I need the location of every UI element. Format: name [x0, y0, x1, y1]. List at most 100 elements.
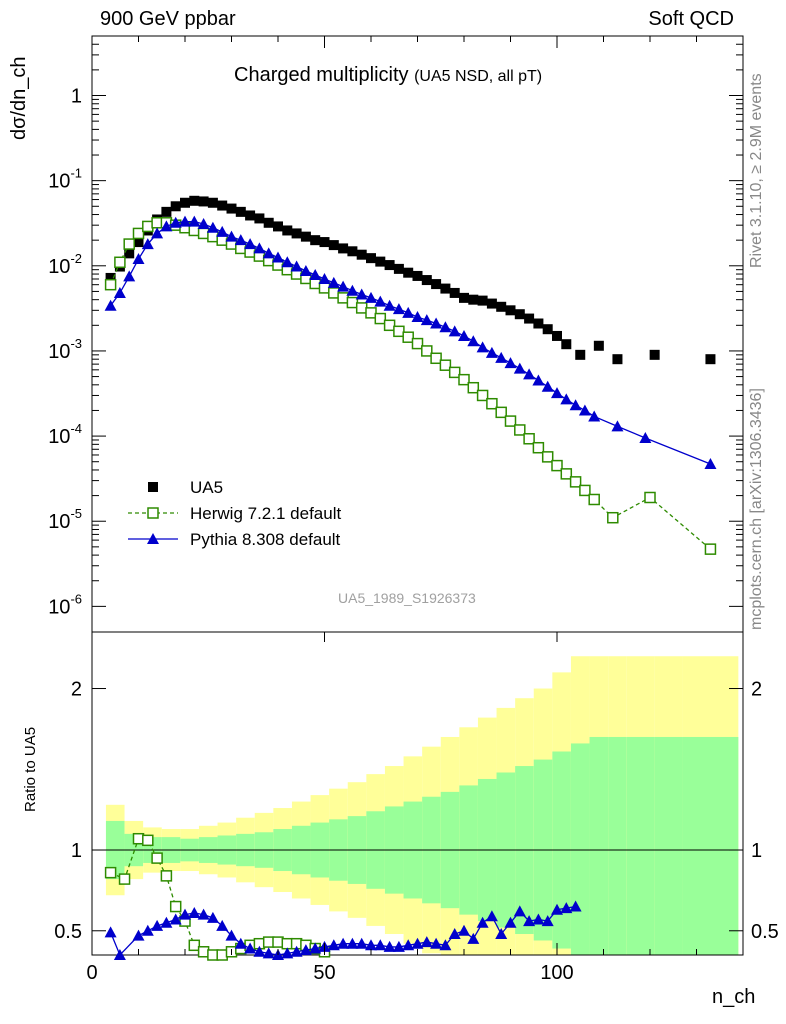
data-point — [607, 511, 619, 524]
data-point — [299, 264, 312, 276]
ratio-point — [467, 932, 480, 944]
ratio-point — [309, 942, 322, 954]
data-point — [458, 329, 470, 341]
data-point — [439, 359, 452, 371]
data-point — [273, 221, 283, 232]
data-point — [532, 374, 545, 386]
data-point — [197, 227, 210, 240]
data-point — [552, 330, 562, 341]
data-point — [541, 380, 554, 392]
data-point — [467, 335, 480, 347]
ratio-point — [485, 910, 498, 922]
ratio-point — [523, 915, 536, 927]
legend-entry: Herwig 7.2.1 default — [190, 504, 341, 523]
data-point — [346, 296, 359, 309]
data-point — [439, 321, 452, 333]
data-point — [337, 292, 349, 304]
data-point — [318, 272, 331, 284]
ratio-point — [142, 834, 154, 847]
ratio-point — [188, 907, 201, 919]
data-point — [486, 298, 497, 309]
ratio-point — [179, 908, 191, 920]
data-point — [105, 272, 116, 283]
ratio-point — [513, 905, 526, 917]
ratio-point — [532, 913, 545, 925]
data-point — [189, 195, 200, 206]
ratio-point — [197, 946, 210, 958]
data-point — [476, 389, 489, 402]
data-point — [365, 307, 377, 319]
data-point — [440, 283, 451, 294]
ratio-point — [197, 908, 210, 920]
data-point — [393, 263, 404, 274]
ratio-point — [253, 945, 266, 957]
data-point — [504, 357, 517, 369]
data-point — [495, 406, 507, 419]
y-tick-label: 10-5 — [48, 506, 82, 533]
legend-marker — [148, 482, 158, 492]
data-point — [542, 324, 553, 335]
ratio-point — [392, 940, 405, 952]
data-point — [459, 292, 469, 303]
ratio-tick-label-right: 1 — [751, 840, 762, 862]
data-point — [170, 201, 181, 212]
data-point — [383, 299, 396, 311]
data-point — [430, 317, 443, 329]
data-point — [245, 210, 256, 221]
legend-entry: Pythia 8.308 default — [190, 530, 341, 549]
data-point — [495, 351, 508, 363]
data-point — [374, 312, 387, 325]
band-inner — [608, 736, 627, 955]
data-point — [649, 349, 660, 360]
data-point — [356, 249, 367, 260]
data-point — [244, 238, 257, 250]
ratio-point — [365, 939, 377, 951]
data-point — [337, 280, 350, 292]
data-point — [262, 247, 275, 259]
data-point — [513, 362, 526, 374]
data-point — [575, 349, 586, 360]
data-point — [254, 213, 265, 224]
x-axis-label: n_ch — [712, 986, 756, 1008]
ratio-point — [327, 939, 340, 951]
y-tick-label: 10-1 — [48, 166, 82, 193]
data-point — [496, 301, 507, 312]
data-point — [309, 268, 322, 280]
ratio-point — [430, 937, 443, 949]
side-label-rivet: Rivet 3.1.10, ≥ 2.9M events — [748, 73, 765, 268]
data-point — [421, 275, 432, 286]
ratio-uncertainty-band — [105, 656, 739, 955]
data-point — [448, 366, 461, 379]
data-point — [113, 286, 126, 298]
legend-entry: UA5 — [190, 478, 223, 497]
y-tick-label: 10-6 — [48, 591, 82, 618]
data-point — [551, 387, 563, 399]
data-point — [468, 294, 479, 305]
data-point — [132, 253, 145, 265]
ratio-tick-label: 2 — [71, 679, 82, 701]
data-point — [485, 346, 498, 358]
ratio-point — [337, 937, 350, 949]
ratio-point — [216, 949, 228, 961]
ratio-point — [476, 916, 489, 928]
ratio-point — [411, 937, 424, 949]
data-point — [327, 276, 340, 288]
data-point — [151, 217, 163, 229]
data-point — [123, 238, 135, 250]
y-tick-label: 10-3 — [48, 336, 82, 363]
band-inner — [682, 736, 739, 955]
ratio-point — [541, 915, 554, 927]
data-point — [704, 543, 717, 555]
x-tick-label: 0 — [86, 962, 97, 984]
ratio-point — [160, 870, 173, 882]
data-point — [449, 287, 460, 298]
ratio-point — [551, 903, 563, 915]
data-point — [467, 381, 480, 394]
data-point — [476, 341, 489, 353]
data-point — [328, 240, 339, 251]
ratio-point — [169, 913, 182, 925]
data-point — [374, 295, 387, 307]
data-point — [132, 227, 145, 240]
data-point — [206, 221, 219, 233]
